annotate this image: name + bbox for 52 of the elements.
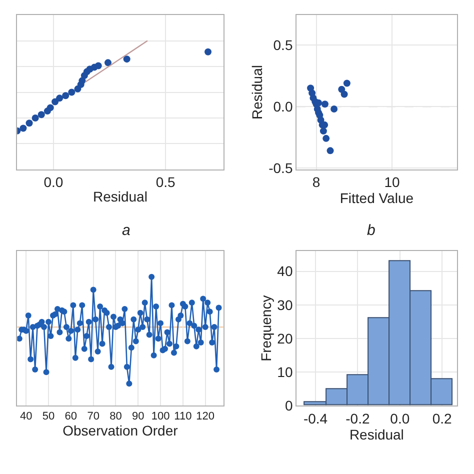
point <box>321 100 328 108</box>
y-tick-label: 20 <box>277 330 293 346</box>
x-tick-label: 80 <box>110 410 122 423</box>
text: a <box>122 222 130 239</box>
x-tick-label: 60 <box>64 410 78 423</box>
x-tick-label: 0.2 <box>432 410 452 426</box>
point <box>68 88 76 96</box>
x-tick-label: 40 <box>20 410 32 423</box>
point <box>104 59 112 66</box>
point <box>322 134 330 142</box>
x-axis-title: Observation Order <box>62 422 178 439</box>
point <box>123 56 130 63</box>
point <box>20 124 27 132</box>
x-axis-title: Residual <box>349 426 404 442</box>
y-tick-label: 30 <box>277 296 293 313</box>
text: b <box>367 222 376 239</box>
x-axis-title: Fitted Value <box>340 190 414 206</box>
x-tick-label: -0.4 <box>303 410 328 426</box>
point <box>343 80 350 87</box>
x-tick-label: 90 <box>132 410 144 423</box>
point <box>326 147 334 154</box>
x-tick-label: 70 <box>87 410 100 423</box>
y-axis-title: Frequency <box>258 295 274 362</box>
x-tick-label: 120 <box>196 410 215 423</box>
point <box>56 94 64 102</box>
point <box>320 128 327 135</box>
x-axis-title: Residual <box>92 188 148 205</box>
x-tick-label: 110 <box>174 410 192 423</box>
y-tick-label: 0.0 <box>273 98 293 114</box>
x-tick-label: 50 <box>42 410 55 423</box>
point <box>330 106 338 112</box>
point <box>32 114 39 122</box>
x-tick-label: 0.0 <box>44 174 64 190</box>
point <box>94 62 102 70</box>
x-tick-label: 10 <box>384 174 400 190</box>
point <box>62 92 70 100</box>
point <box>26 120 33 127</box>
x-tick-label: 100 <box>151 410 170 423</box>
x-tick-label: -0.2 <box>346 410 370 426</box>
x-tick-label: 8 <box>312 174 320 190</box>
y-tick-label: 40 <box>277 263 293 280</box>
y-tick-label: 10 <box>277 364 293 380</box>
y-axis-title: Residual <box>249 65 266 120</box>
y-tick-label: 0.5 <box>273 37 293 54</box>
point <box>340 90 348 98</box>
y-tick-label: 0 <box>284 397 293 414</box>
x-tick-label: 0.0 <box>390 410 410 426</box>
x-tick-label: 0.5 <box>156 174 176 190</box>
point <box>204 48 212 56</box>
point <box>38 111 45 118</box>
point <box>46 104 54 112</box>
y-tick-label: -0.5 <box>268 160 293 176</box>
